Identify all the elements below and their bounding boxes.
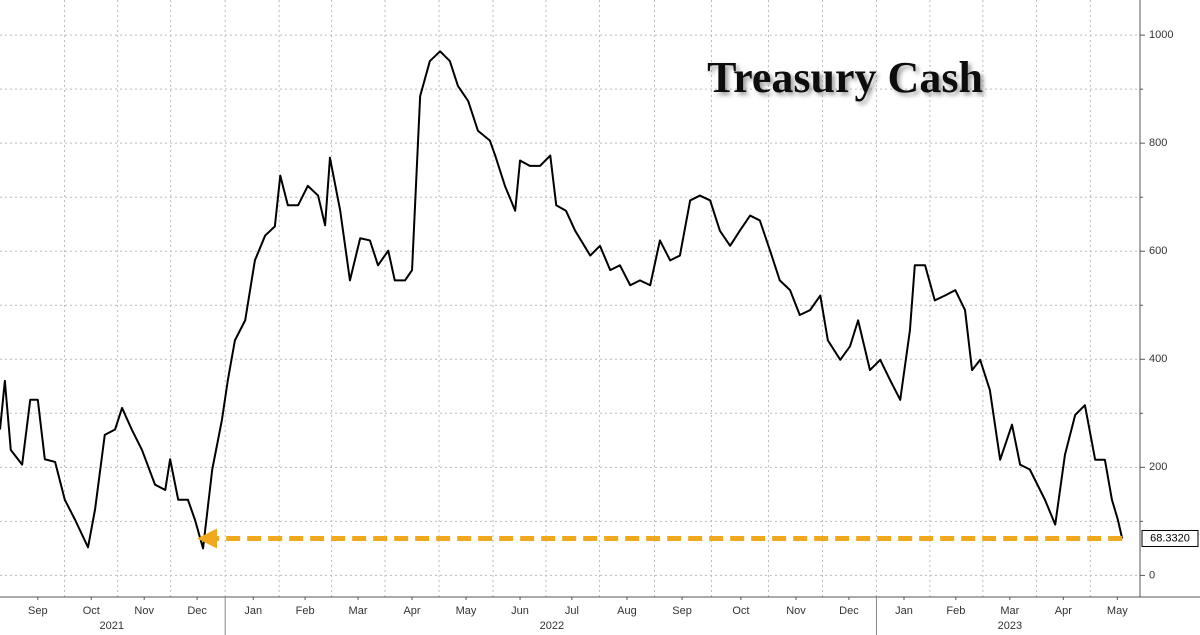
y-tick-label: 800 [1149, 137, 1167, 149]
x-tick-label: Mar [1000, 605, 1019, 617]
x-tick-label: Jun [511, 605, 529, 617]
y-tick-label: 600 [1149, 245, 1167, 257]
x-tick-label: Sep [672, 605, 692, 617]
x-tick-label: Aug [617, 605, 637, 617]
y-tick-label: 400 [1149, 353, 1167, 365]
x-tick-label: Apr [403, 605, 420, 617]
x-tick-label: Nov [134, 605, 154, 617]
x-tick-label: Dec [187, 605, 207, 617]
x-tick-label: Oct [83, 605, 100, 617]
x-tick-label: Jul [565, 605, 579, 617]
x-tick-label: Mar [349, 605, 368, 617]
x-tick-label: May [1107, 605, 1128, 617]
x-tick-label: Feb [296, 605, 315, 617]
x-tick-label: Dec [839, 605, 859, 617]
year-label: 2021 [100, 620, 124, 632]
year-label: 2022 [540, 620, 564, 632]
x-tick-label: May [456, 605, 477, 617]
value-label: 68.3320 [1150, 532, 1190, 544]
x-tick-label: Sep [28, 605, 48, 617]
grid [0, 0, 1140, 597]
y-tick-label: 0 [1149, 569, 1155, 581]
x-tick-label: Oct [732, 605, 749, 617]
y-tick-label: 1000 [1149, 29, 1173, 41]
x-tick-label: Jan [244, 605, 262, 617]
x-tick-label: Jan [895, 605, 913, 617]
x-tick-label: Feb [946, 605, 965, 617]
chart-title: Treasury Cash [707, 53, 983, 102]
y-tick-label: 200 [1149, 461, 1167, 473]
value-label-box [1141, 529, 1199, 547]
year-label: 2023 [998, 620, 1022, 632]
x-tick-label: Nov [786, 605, 806, 617]
x-tick-label: Apr [1055, 605, 1072, 617]
data-line [0, 50, 1124, 550]
